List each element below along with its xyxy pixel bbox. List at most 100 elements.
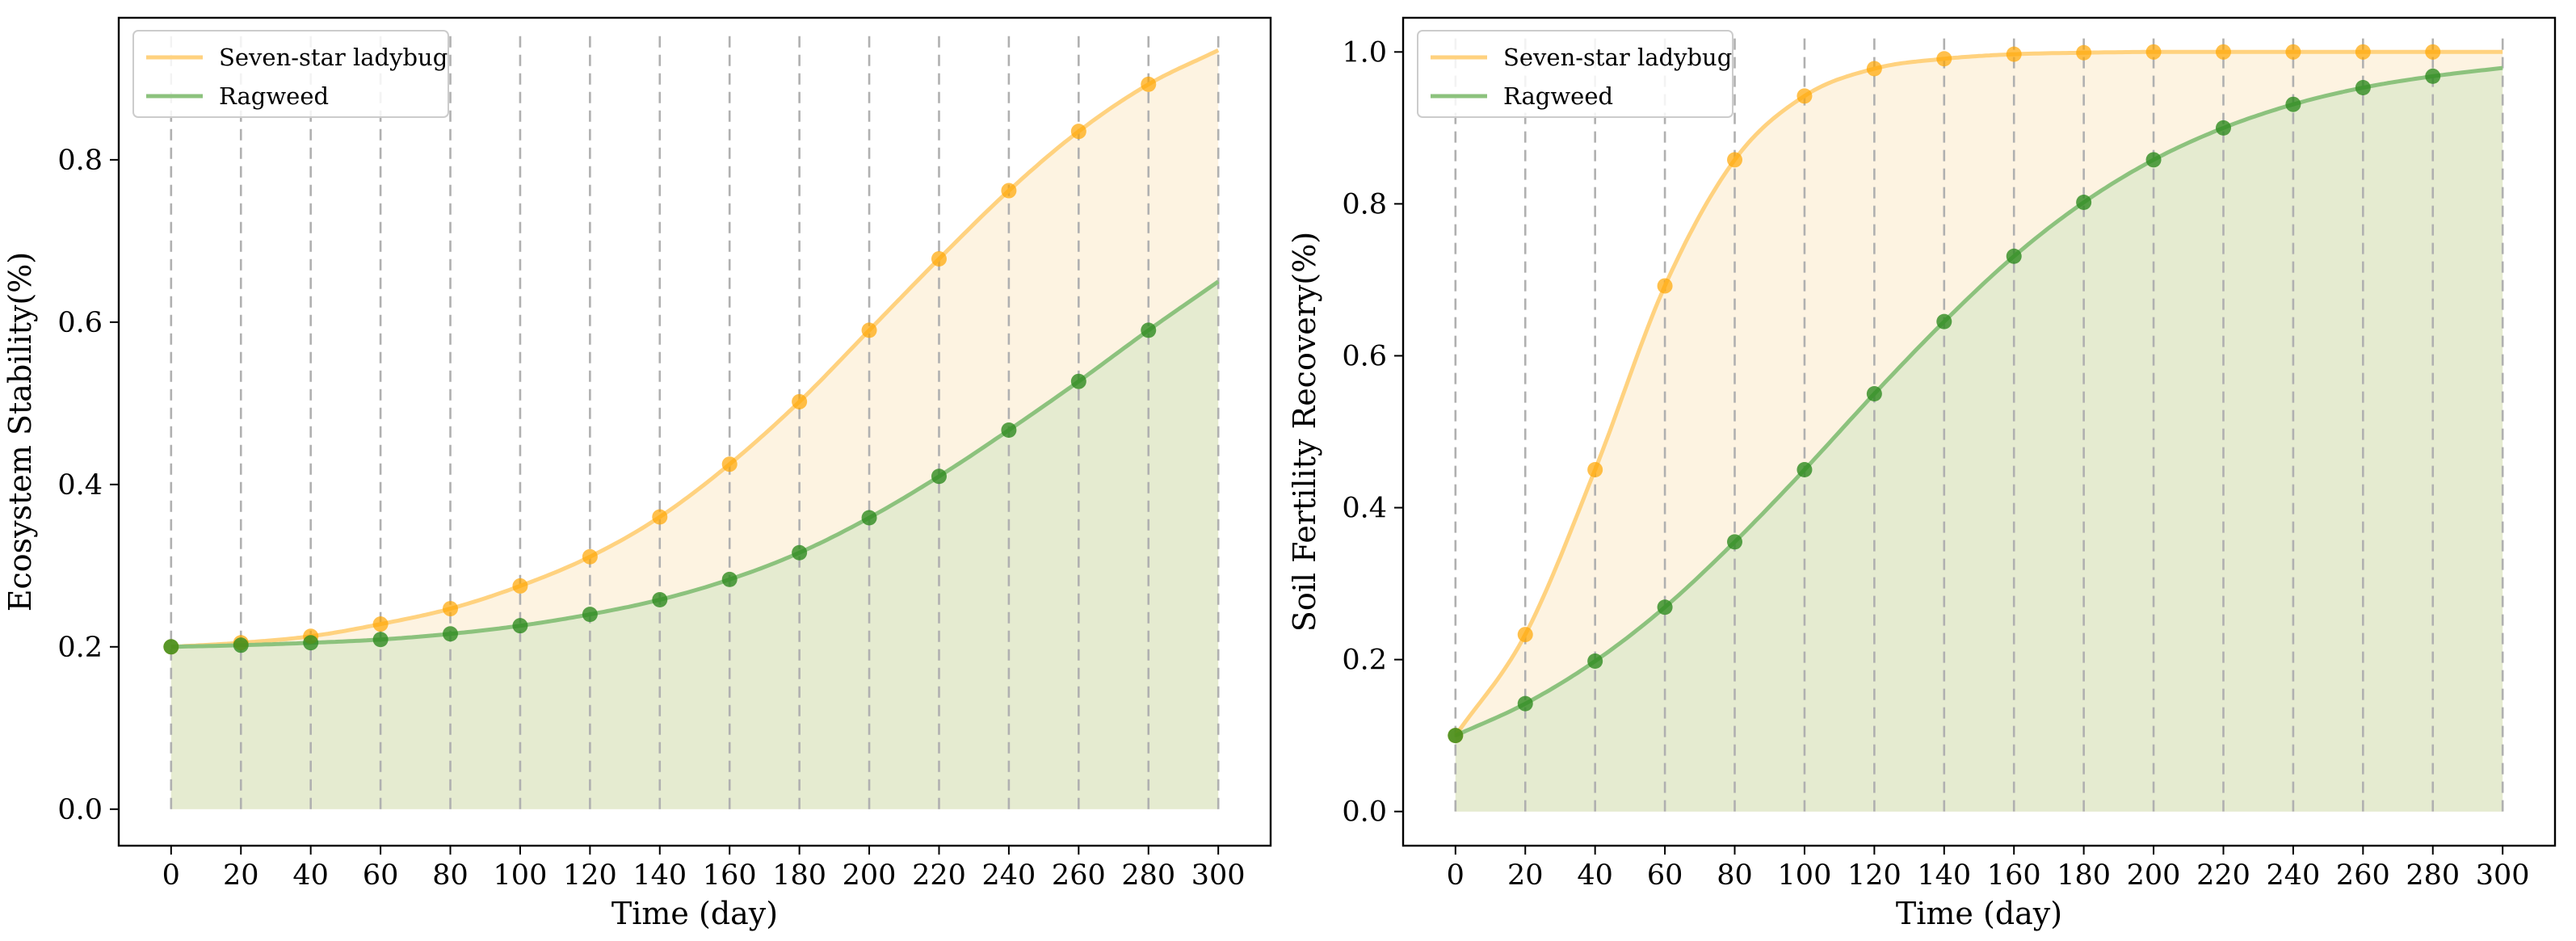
data-point-ladybug xyxy=(1141,76,1157,92)
data-point-ragweed xyxy=(2145,152,2162,168)
legend: Seven-star ladybug Ragweed xyxy=(132,30,449,118)
data-point-ragweed xyxy=(861,510,877,526)
series-line-ragweed xyxy=(1454,65,2503,737)
data-point-ragweed xyxy=(1657,599,1673,615)
data-point-ladybug xyxy=(1517,627,1533,643)
y-tick-label: 0.2 xyxy=(1342,645,1387,677)
data-point-ragweed xyxy=(582,607,598,623)
data-point-ragweed xyxy=(1070,373,1086,389)
x-tick-label: 180 xyxy=(2057,859,2111,892)
x-tick-label: 80 xyxy=(1717,859,1753,892)
data-point-ragweed xyxy=(233,637,249,653)
data-point-ragweed xyxy=(1141,322,1157,338)
x-tick-label: 60 xyxy=(1647,859,1683,892)
series-line-ladybug xyxy=(1453,49,2503,737)
x-tick-label: 0 xyxy=(1447,859,1464,892)
y-tick-label: 0.2 xyxy=(57,632,103,664)
data-point-ladybug xyxy=(721,456,738,473)
legend-label-ragweed: Ragweed xyxy=(1503,82,1613,110)
data-point-ragweed xyxy=(792,544,808,561)
y-axis-label: Soil Fertility Recovery(%) xyxy=(1287,232,1322,632)
x-tick-label: 300 xyxy=(1191,859,1246,892)
y-tick-label: 0.0 xyxy=(57,794,103,826)
series-line-ragweed xyxy=(170,279,1220,649)
legend-box xyxy=(132,30,449,118)
data-point-ladybug xyxy=(1070,124,1086,140)
area-fill-ragweed xyxy=(1455,68,2503,812)
data-point-ragweed xyxy=(931,468,947,485)
x-tick-label: 20 xyxy=(223,859,259,892)
legend: Seven-star ladybug Ragweed xyxy=(1417,30,1733,118)
data-point-ladybug xyxy=(2425,44,2441,60)
data-point-ladybug xyxy=(372,616,389,632)
x-tick-label: 200 xyxy=(843,859,897,892)
x-tick-label: 40 xyxy=(292,859,329,892)
x-tick-label: 160 xyxy=(703,859,757,892)
y-tick-label: 0.4 xyxy=(1342,493,1387,525)
x-tick-label: 160 xyxy=(1987,859,2041,892)
axes-frame xyxy=(117,16,1272,847)
data-point-ladybug xyxy=(1866,61,1882,77)
x-axis-label: Time (day) xyxy=(1896,896,2062,931)
data-point-ladybug xyxy=(1727,152,1743,168)
data-point-ragweed xyxy=(721,571,738,587)
plot-area xyxy=(163,32,1220,809)
y-tick-label: 0.6 xyxy=(1342,340,1387,372)
x-tick-label: 80 xyxy=(432,859,469,892)
x-tick-label: 300 xyxy=(2476,859,2530,892)
data-point-ladybug xyxy=(2076,44,2092,61)
data-point-ragweed xyxy=(2425,68,2441,84)
x-tick-label: 180 xyxy=(772,859,826,892)
data-point-ladybug xyxy=(861,322,877,338)
x-tick-label: 280 xyxy=(2406,859,2460,892)
data-point-ragweed xyxy=(303,635,319,651)
area-fill-ragweed xyxy=(170,281,1219,809)
chart-panel-1: 0 20 40 60 80 100 120 140 160 180 200 220 240 260 280 3… xyxy=(2,16,1272,931)
chart-panel-2: 0 20 40 60 80 100 120 140 160 180 200 220 240 260 280 3… xyxy=(1287,16,2557,931)
data-point-ladybug xyxy=(2215,44,2231,60)
x-tick-label: 40 xyxy=(1577,859,1613,892)
legend-box xyxy=(1417,30,1733,118)
y-tick-label: 0.4 xyxy=(57,469,103,502)
legend-label-ladybug: Seven-star ladybug xyxy=(219,44,448,71)
x-tick-label: 140 xyxy=(632,859,687,892)
data-point-ragweed xyxy=(512,618,528,634)
data-point-ragweed xyxy=(163,639,179,655)
data-point-ladybug xyxy=(1936,51,1952,67)
data-point-ragweed xyxy=(2355,80,2371,96)
series-line-ladybug xyxy=(170,48,1220,649)
y-axis-label: Ecosystem Stability(%) xyxy=(2,252,38,611)
data-point-ladybug xyxy=(1657,278,1673,294)
data-point-ragweed xyxy=(652,592,668,608)
data-point-ragweed xyxy=(2285,96,2301,112)
axes-frame xyxy=(1401,16,2557,847)
data-point-ladybug xyxy=(652,509,668,525)
data-point-ragweed xyxy=(1517,695,1533,712)
data-point-ragweed xyxy=(1796,462,1813,478)
legend-label-ladybug: Seven-star ladybug xyxy=(1503,44,1732,71)
x-tick-label: 120 xyxy=(563,859,617,892)
data-point-ladybug xyxy=(1587,462,1603,478)
data-point-ragweed xyxy=(2006,248,2022,264)
data-point-ladybug xyxy=(1001,183,1017,199)
x-tick-label: 100 xyxy=(494,859,548,892)
plot-area xyxy=(1448,32,2504,812)
x-tick-label: 240 xyxy=(982,859,1036,892)
x-tick-label: 260 xyxy=(2336,859,2390,892)
data-point-ladybug xyxy=(2006,46,2022,62)
x-tick-label: 0 xyxy=(162,859,180,892)
y-tick-label: 0.8 xyxy=(1342,188,1387,221)
data-point-ragweed xyxy=(1448,728,1464,744)
data-point-ladybug xyxy=(2145,44,2162,60)
data-point-ragweed xyxy=(372,632,389,648)
y-tick-label: 1.0 xyxy=(1342,36,1387,69)
data-point-ragweed xyxy=(1936,313,1952,330)
data-point-ladybug xyxy=(2355,44,2371,60)
data-point-ragweed xyxy=(2076,195,2092,211)
data-point-ladybug xyxy=(2285,44,2301,60)
x-tick-label: 100 xyxy=(1778,859,1832,892)
x-tick-label: 240 xyxy=(2267,859,2321,892)
x-tick-label: 60 xyxy=(363,859,399,892)
x-tick-label: 260 xyxy=(1052,859,1106,892)
x-axis-label: Time (day) xyxy=(611,896,778,931)
